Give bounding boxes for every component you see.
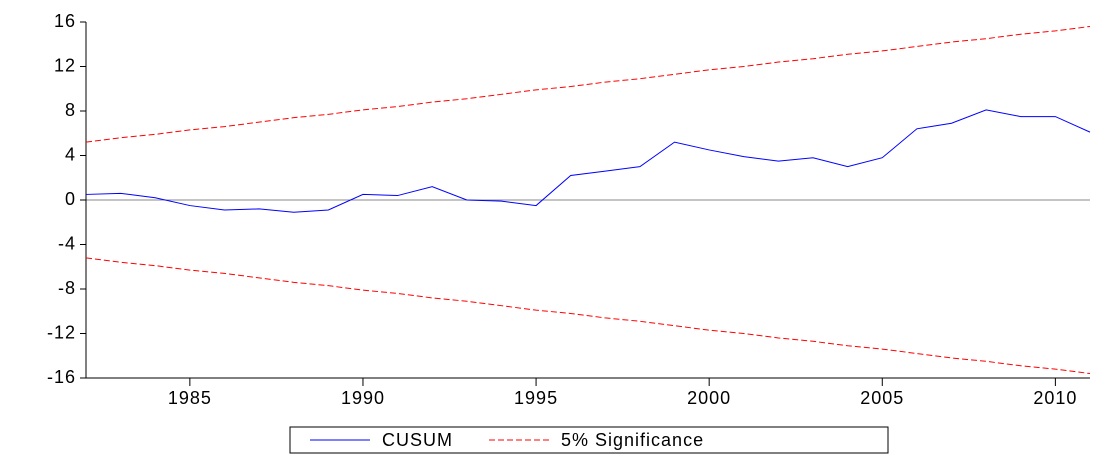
- x-tick-label: 2005: [860, 388, 904, 408]
- x-tick-label: 1990: [341, 388, 385, 408]
- y-tick-label: 12: [54, 55, 76, 75]
- y-tick-label: -8: [58, 278, 76, 298]
- y-tick-label: 8: [65, 100, 76, 120]
- y-tick-label: 4: [65, 144, 76, 164]
- x-tick-label: 1985: [168, 388, 212, 408]
- x-tick-label: 2010: [1033, 388, 1077, 408]
- series-line: [85, 25, 1091, 143]
- legend-label: CUSUM: [382, 430, 453, 450]
- series-line: [85, 109, 1091, 213]
- x-tick-label: 1995: [514, 388, 558, 408]
- y-tick-label: -12: [47, 322, 76, 342]
- y-tick-label: 16: [54, 11, 76, 31]
- legend-label: 5% Significance: [561, 430, 704, 450]
- series-line: [85, 257, 1091, 375]
- x-tick-label: 2000: [687, 388, 731, 408]
- legend-box: [289, 426, 889, 454]
- y-tick-label: -4: [58, 233, 76, 253]
- y-tick-label: -16: [47, 367, 76, 387]
- y-tick-label: 0: [65, 189, 76, 209]
